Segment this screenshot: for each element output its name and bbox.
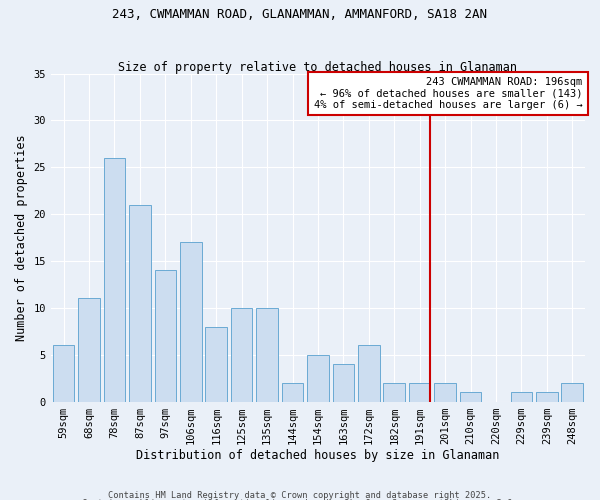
Text: Contains HM Land Registry data © Crown copyright and database right 2025.: Contains HM Land Registry data © Crown c… — [109, 490, 491, 500]
Bar — [205, 326, 227, 402]
Bar — [282, 383, 304, 402]
Bar — [53, 346, 74, 402]
Bar — [307, 354, 329, 402]
Bar — [434, 383, 456, 402]
Bar — [231, 308, 253, 402]
Text: 243 CWMAMMAN ROAD: 196sqm
← 96% of detached houses are smaller (143)
4% of semi-: 243 CWMAMMAN ROAD: 196sqm ← 96% of detac… — [314, 77, 583, 110]
Bar — [562, 383, 583, 402]
Bar — [409, 383, 430, 402]
Bar — [256, 308, 278, 402]
Bar — [78, 298, 100, 402]
Bar — [383, 383, 405, 402]
Bar — [511, 392, 532, 402]
Title: Size of property relative to detached houses in Glanaman: Size of property relative to detached ho… — [118, 60, 517, 74]
Bar — [536, 392, 557, 402]
Bar — [180, 242, 202, 402]
Bar — [155, 270, 176, 402]
Y-axis label: Number of detached properties: Number of detached properties — [15, 134, 28, 341]
Bar — [332, 364, 354, 402]
X-axis label: Distribution of detached houses by size in Glanaman: Distribution of detached houses by size … — [136, 450, 500, 462]
Bar — [104, 158, 125, 402]
Text: 243, CWMAMMAN ROAD, GLANAMMAN, AMMANFORD, SA18 2AN: 243, CWMAMMAN ROAD, GLANAMMAN, AMMANFORD… — [113, 8, 487, 20]
Bar — [129, 204, 151, 402]
Bar — [358, 346, 380, 402]
Bar — [460, 392, 481, 402]
